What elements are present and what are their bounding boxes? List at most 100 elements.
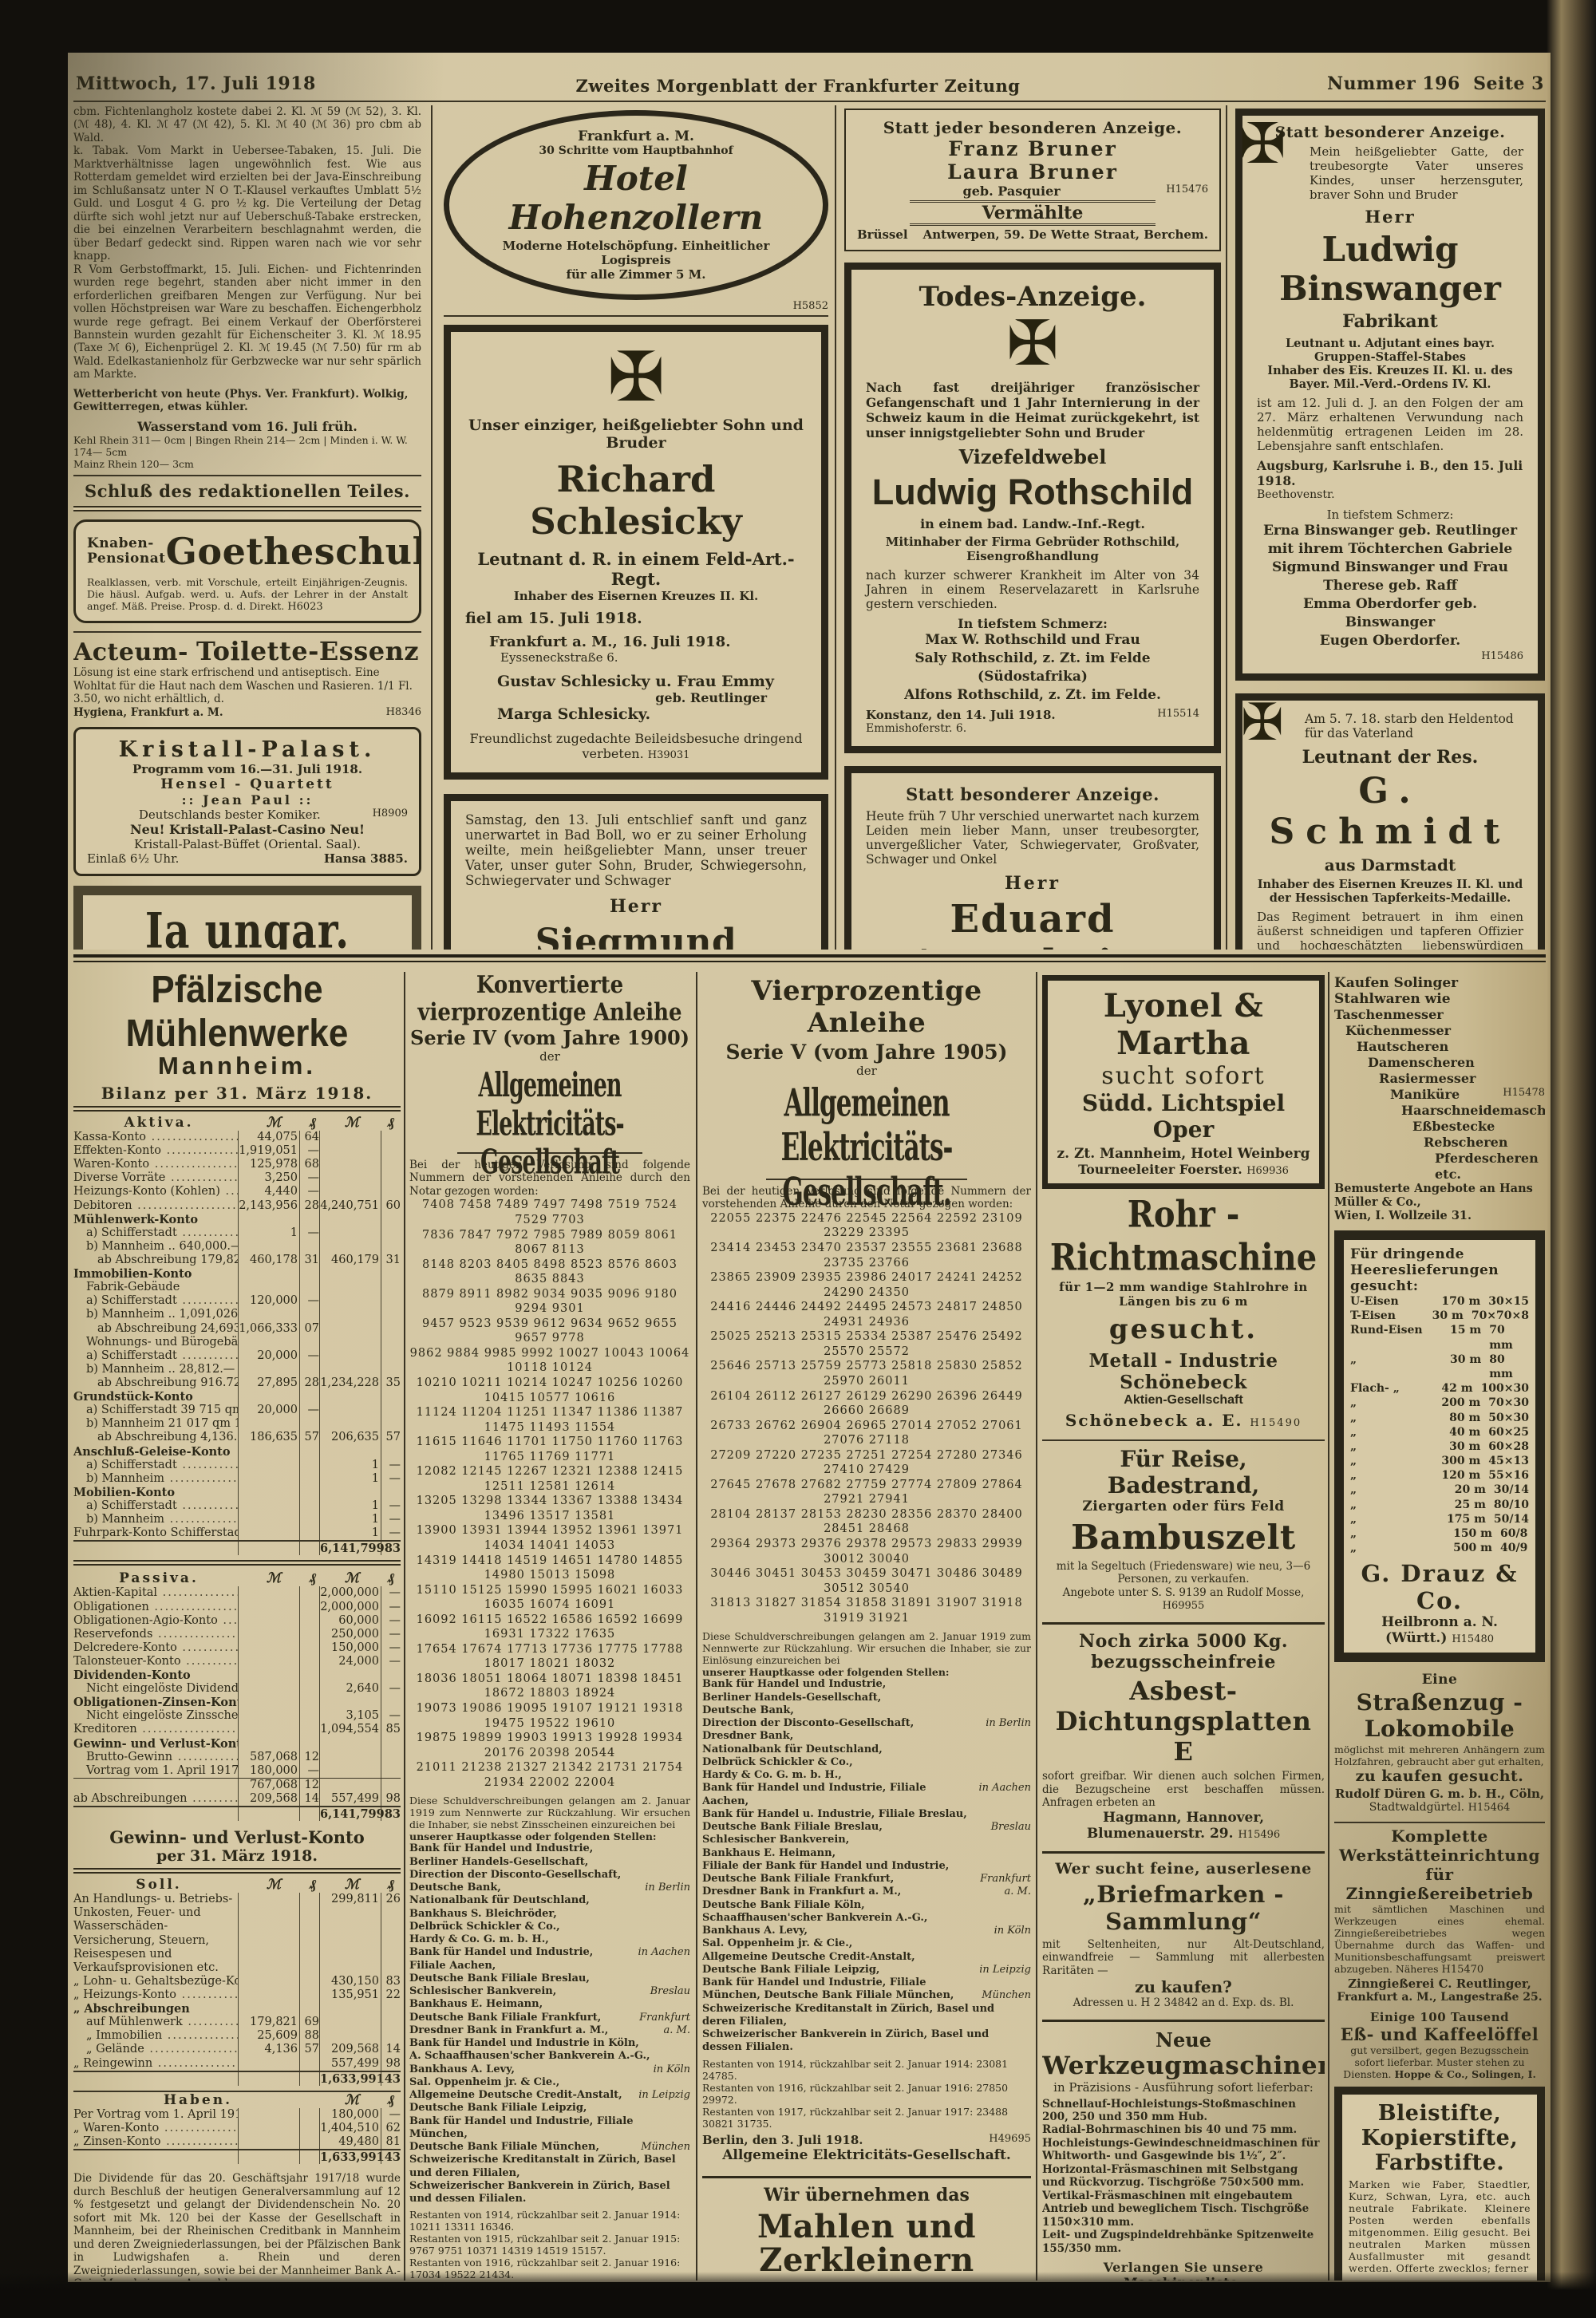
ad-kristall-palast[interactable]: Kristall-Palast. Programm vom 16.—31. Ju… — [73, 727, 421, 877]
lokomobile-big: zu kaufen gesucht. — [1355, 1767, 1524, 1786]
briefmarken-title: „Briefmarken - Sammlung“ — [1083, 1880, 1284, 1935]
anleihe5-company: Allgemeinen Elektricitäts-Gesellschaft. — [780, 1081, 954, 1215]
ad-mahlen[interactable]: Wir übernehmen das Mahlen und Zerkleiner… — [702, 2175, 1031, 2281]
ad-bambuszelt[interactable]: Für Reise, Badestrand, Ziergarten oder f… — [1042, 1439, 1325, 1613]
ad-hotel-hohenzollern[interactable]: Frankfurt a. M. 30 Schritte vom Hauptbah… — [444, 110, 828, 300]
kristall-id: H8909 — [372, 808, 408, 820]
rothschild-rank: Vizefeldwebel — [958, 445, 1107, 468]
steel-row: „ 40 m 60×25 — [1350, 1425, 1529, 1439]
bank-row: Delbrück Schickler & Co., — [409, 1920, 560, 1933]
anleihe4-redemption: Diese Schuldverschreibungen gelangen am … — [409, 1795, 690, 1831]
ad-reisstrohbesen[interactable]: Ia ungar. Reisstrohbesen zu konkurrenzlo… — [73, 886, 421, 950]
ad-asbest[interactable]: Noch zirka 5000 Kg. bezugsscheinfreie As… — [1042, 1622, 1325, 1842]
obituary-binswanger[interactable]: ✠ Statt besonderer Anzeige. Mein heißgel… — [1235, 109, 1545, 681]
obituary-assenheim[interactable]: Statt besonderer Anzeige. Heute früh 7 U… — [844, 765, 1221, 950]
line: Vertikal-Fräsmaschinen mit eingebautem A… — [1042, 2189, 1310, 2229]
assenheim-herr: Herr — [1005, 872, 1061, 894]
bank-row: Deutsche Bank, in Berlin — [409, 1882, 690, 1894]
bank-row: Dresdner Bank in Frankfurt a. M., a. M. — [702, 1886, 1031, 1898]
line: Erna Binswanger geb. Reutlinger — [1262, 523, 1518, 539]
briefmarken-big: zu kaufen? — [1135, 1977, 1232, 1997]
weihermann-name: Siegmund Weihermann — [535, 922, 737, 950]
line: Restanten von 1915, rückzahlbar seit 2. … — [409, 2233, 681, 2257]
asbest-firm: Hagmann, — [1103, 1809, 1182, 1826]
lokomobile-street: Stadtwaldgürtel. — [1369, 1801, 1465, 1815]
weihermann-intro: Samstag, den 13. Juli entschlief sanft u… — [465, 812, 807, 888]
aktiva-table: Kassa-Konto44,07564Effekten-Konto1,919,0… — [73, 1131, 401, 1556]
obituary-schlesicky[interactable]: ✠ Unser einziger, heißgeliebter Sohn und… — [444, 325, 828, 780]
balance-row: Gewinn- und Verlust-Konto — [73, 1736, 401, 1751]
bank-row: Berliner Handels-Gesellschaft, — [702, 1691, 882, 1704]
line: Kehl Rhein 311— 0cm | Bingen Rhein 214— … — [73, 433, 408, 458]
schmidt-body: Das Regiment betrauert in ihm einen äuße… — [1257, 909, 1523, 950]
anleihe5-redemption: Diese Schuldverschreibungen gelangen am … — [702, 1630, 1031, 1667]
ad-lyonel-martha[interactable]: Lyonel & Martha sucht sofort Südd. Licht… — [1042, 975, 1325, 1189]
rothschild-name: Ludwig Rothschild — [871, 472, 1194, 512]
schlesicky-fell: fiel am 15. Juli 1918. — [465, 610, 642, 627]
kristall-line3: :: Jean Paul :: — [181, 792, 314, 808]
iron-cross-icon: ✠ — [1241, 693, 1284, 752]
anleihe5-hauptkasse: unserer Hauptkasse oder folgenden Stelle… — [702, 1666, 950, 1679]
balance-row: Vortrag vom 1. April 1917180,000— — [73, 1763, 401, 1778]
line: Therese geb. Raff — [1323, 577, 1457, 594]
bank-row: Hardy & Co. G. m. b. H., — [409, 1933, 549, 1946]
ad-lokomobile[interactable]: Eine Straßenzug - Lokomobile möglichst m… — [1334, 1672, 1545, 1814]
rothschild-head: Todes-Anzeige. — [918, 281, 1147, 313]
line: mit ihrem Töchterchen Gabriele — [1267, 540, 1513, 557]
balance-row: Fuhrpark-Konto Schifferstadt1— — [73, 1526, 401, 1541]
passiva-table: Aktien-Kapital2,000,000—Obligationen2,00… — [73, 1586, 401, 1822]
heeres-id: H15480 — [1452, 1633, 1495, 1646]
loeffel-body: gut versilbert, gegen Bezugsschein sofor… — [1343, 2044, 1529, 2080]
binswanger-herr: Herr — [1365, 207, 1416, 227]
heeres-head: Für dringende Heereslieferungen gesucht: — [1350, 1246, 1499, 1294]
bank-row: Bank für Handel und Industrie, — [409, 1842, 594, 1855]
ad-werkstatt[interactable]: Komplette Werkstätteinrichtung für Zinng… — [1334, 1822, 1545, 2004]
obituary-weihermann[interactable]: Samstag, den 13. Juli entschlief sanft u… — [444, 794, 828, 950]
bruner-name1: Franz Bruner — [948, 137, 1117, 160]
obituary-schmidt[interactable]: ✠ Am 5. 7. 18. starb den Heldentod für d… — [1235, 693, 1545, 950]
hotel-title: Hotel Hohenzollern — [508, 159, 764, 237]
bank-row: Allgemeine Deutsche Credit-Anstalt, in Le… — [409, 2089, 690, 2102]
binswanger-intro: Mein heißgeliebter Gatte, der treubesorg… — [1310, 144, 1523, 202]
ad-heereslieferungen[interactable]: Für dringende Heereslieferungen gesucht:… — [1334, 1230, 1545, 1663]
balance-row: Wohnungs- und Bürogebäude — [73, 1335, 401, 1349]
goetheschule-id: H6023 — [287, 600, 323, 613]
schlesicky-honor: Inhaber des Eisernen Kreuzes II. Kl. — [513, 589, 759, 603]
steel-row: „ 500 m 40/9 — [1350, 1542, 1528, 1555]
ad-goetheschule[interactable]: Knaben- Pensionat Goetheschule Offenbach… — [73, 519, 421, 624]
bank-row: Bank für Handel und Industrie, Filiale M… — [409, 2115, 634, 2140]
anleihe5-id: H49695 — [989, 2132, 1031, 2145]
ad-acteum[interactable]: Acteum- Toilette-Essenz Lösung ist eine … — [73, 631, 421, 719]
ad-rohr-richtmaschine[interactable]: Rohr - Richtmaschine für 1—2 mm wandige … — [1042, 1193, 1325, 1430]
ad-briefmarken[interactable]: Wer sucht feine, auserlesene „Briefmarke… — [1042, 1850, 1325, 2010]
ad-vermaehlte-bruner[interactable]: Statt jeder besonderen Anzeige. Franz Br… — [844, 109, 1221, 251]
list-item: Küchenmesser — [1345, 1023, 1452, 1038]
ad-bleistifte[interactable]: Bleistifte, Kopierstifte, Farbstifte. Ma… — [1334, 2086, 1545, 2280]
balance-row: a) Schifferstadt1— — [73, 1458, 401, 1472]
obituary-rothschild[interactable]: Todes-Anzeige. ✠ Nach fast dreijähriger … — [844, 263, 1221, 753]
anleihe4-der: der — [539, 1049, 560, 1064]
balance-row: b) Mannheim1— — [73, 1513, 401, 1527]
gv-sub: per 31. März 1918. — [156, 1847, 318, 1866]
acteum-title2: Toilette-Essenz — [196, 636, 420, 667]
balance-row: 6,141,799 83 — [73, 1540, 401, 1556]
bruner-id: H15476 — [1166, 184, 1208, 195]
rothschild-schmerz: In tiefstem Schmerz: — [958, 616, 1108, 631]
ad-werkzeugmaschinen[interactable]: Neue Werkzeugmaschinen in Präzisions - A… — [1042, 2019, 1325, 2280]
ad-solinger[interactable]: Kaufen Solinger Stahlwaren wie Taschenme… — [1334, 975, 1545, 1222]
bruner-name2: Laura Bruner — [947, 160, 1118, 184]
anleihe4-title: Konvertierte vierprozentige Anleihe — [417, 975, 682, 1027]
anleihe4-banks: Bank für Handel und Industrie, Berliner H… — [409, 1842, 690, 2205]
steel-row: „ 175 m 50/14 — [1350, 1512, 1529, 1526]
ad-loeffel[interactable]: Einige 100 Tausend Eß- und Kaffeelöffel … — [1334, 2010, 1545, 2080]
bank-row: München, Deutsche Bank Filiale München, M… — [702, 1989, 1031, 2002]
binswanger-street: Beethovenstr. — [1257, 488, 1335, 501]
weather-report: Wetterbericht von heute (Phys. Ver. Fran… — [73, 387, 409, 414]
page-stack-edge — [1547, 0, 1596, 2318]
anleihe5-date: Berlin, den 3. Juli 1918. — [702, 2132, 863, 2147]
